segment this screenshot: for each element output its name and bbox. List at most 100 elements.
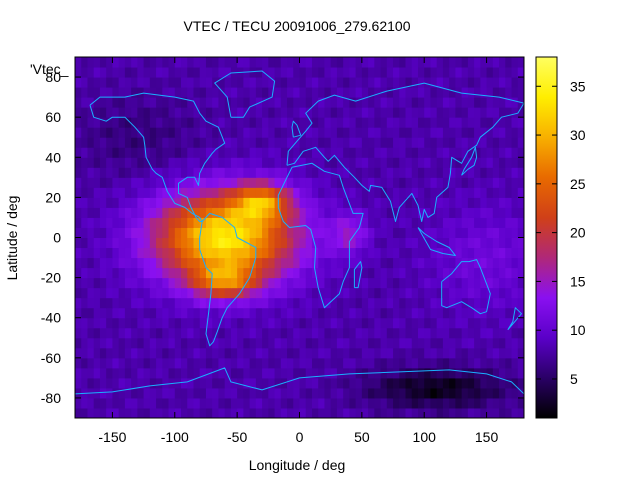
heatmap-cell bbox=[205, 267, 213, 279]
heatmap-cell bbox=[112, 67, 120, 78]
heatmap-cell bbox=[517, 137, 524, 148]
heatmap-cell bbox=[436, 77, 444, 88]
heatmap-cell bbox=[205, 287, 213, 299]
heatmap-cell bbox=[505, 387, 513, 399]
heatmap-cell bbox=[230, 167, 238, 178]
heatmap-cell bbox=[424, 197, 431, 208]
heatmap-cell bbox=[268, 327, 276, 339]
heatmap-cell bbox=[75, 367, 82, 379]
heatmap-cell bbox=[474, 257, 481, 269]
heatmap-cell bbox=[293, 267, 300, 279]
heatmap-cell bbox=[149, 137, 157, 148]
heatmap-cell bbox=[205, 217, 213, 228]
heatmap-cell bbox=[436, 407, 444, 418]
heatmap-cell bbox=[212, 87, 219, 98]
heatmap-cell bbox=[436, 177, 444, 188]
heatmap-cell bbox=[405, 157, 413, 168]
heatmap-cell bbox=[374, 177, 382, 188]
heatmap-cell bbox=[255, 377, 263, 389]
heatmap-cell bbox=[162, 167, 170, 178]
heatmap-cell bbox=[187, 147, 194, 158]
heatmap-cell bbox=[461, 217, 469, 228]
heatmap-cell bbox=[343, 137, 350, 148]
heatmap-cell bbox=[386, 347, 394, 359]
heatmap-cell bbox=[181, 117, 188, 128]
heatmap-cell bbox=[324, 217, 332, 228]
heatmap-cell bbox=[299, 67, 307, 78]
heatmap-cell bbox=[99, 157, 107, 168]
heatmap-cell bbox=[330, 247, 338, 259]
heatmap-cell bbox=[187, 287, 194, 299]
heatmap-cell bbox=[287, 267, 294, 279]
heatmap-cell bbox=[324, 277, 332, 289]
heatmap-cell bbox=[106, 277, 113, 289]
heatmap-cell bbox=[318, 357, 325, 369]
heatmap-cell bbox=[287, 307, 294, 319]
heatmap-cell bbox=[255, 67, 263, 78]
heatmap-cell bbox=[474, 97, 481, 108]
heatmap-cell bbox=[442, 187, 450, 198]
heatmap-cell bbox=[249, 257, 257, 269]
heatmap-cell bbox=[168, 207, 176, 218]
heatmap-cell bbox=[131, 367, 138, 379]
heatmap-cell bbox=[99, 377, 107, 389]
heatmap-cell bbox=[355, 287, 363, 299]
heatmap-cell bbox=[268, 147, 276, 158]
heatmap-cell bbox=[511, 187, 519, 198]
heatmap-cell bbox=[430, 407, 438, 418]
heatmap-cell bbox=[193, 277, 201, 289]
heatmap-cell bbox=[293, 327, 300, 339]
heatmap-cell bbox=[131, 237, 138, 249]
heatmap-cell bbox=[474, 407, 481, 418]
heatmap-cell bbox=[467, 97, 475, 108]
heatmap-cell bbox=[349, 367, 357, 379]
heatmap-cell bbox=[311, 217, 319, 228]
heatmap-cell bbox=[156, 227, 163, 238]
heatmap-cell bbox=[361, 267, 369, 279]
heatmap-cell bbox=[480, 157, 488, 168]
heatmap-cell bbox=[417, 407, 425, 418]
heatmap-cell bbox=[81, 197, 88, 208]
heatmap-cell bbox=[274, 377, 282, 389]
heatmap-cell bbox=[106, 247, 113, 259]
heatmap-cell bbox=[336, 247, 344, 259]
heatmap-cell bbox=[299, 87, 307, 98]
heatmap-cell bbox=[430, 97, 438, 108]
heatmap-cell bbox=[93, 397, 101, 409]
heatmap-cell bbox=[374, 207, 382, 218]
heatmap-cell bbox=[143, 247, 151, 259]
heatmap-cell bbox=[293, 177, 300, 188]
heatmap-cell bbox=[461, 157, 469, 168]
heatmap-cell bbox=[168, 167, 176, 178]
heatmap-cell bbox=[112, 247, 120, 259]
heatmap-cell bbox=[361, 97, 369, 108]
heatmap-cell bbox=[361, 137, 369, 148]
heatmap-cell bbox=[274, 257, 282, 269]
heatmap-cell bbox=[149, 247, 157, 259]
heatmap-cell bbox=[262, 177, 269, 188]
heatmap-cell bbox=[442, 367, 450, 379]
heatmap-cell bbox=[118, 247, 126, 259]
heatmap-cell bbox=[274, 387, 282, 399]
heatmap-cell bbox=[449, 87, 456, 98]
heatmap-cell bbox=[218, 407, 226, 418]
heatmap-cell bbox=[330, 357, 338, 369]
heatmap-cell bbox=[193, 257, 201, 269]
heatmap-cell bbox=[361, 67, 369, 78]
heatmap-cell bbox=[480, 277, 488, 289]
heatmap-cell bbox=[449, 337, 456, 349]
heatmap-cell bbox=[467, 297, 475, 309]
heatmap-cell bbox=[81, 157, 88, 168]
heatmap-cell bbox=[374, 357, 382, 369]
heatmap-cell bbox=[212, 317, 219, 329]
heatmap-cell bbox=[218, 227, 226, 238]
heatmap-cell bbox=[255, 277, 263, 289]
heatmap-cell bbox=[386, 267, 394, 279]
heatmap-cell bbox=[299, 227, 307, 238]
heatmap-cell bbox=[480, 347, 488, 359]
heatmap-cell bbox=[417, 357, 425, 369]
heatmap-cell bbox=[249, 87, 257, 98]
heatmap-cell bbox=[137, 367, 145, 379]
heatmap-cell bbox=[174, 397, 182, 409]
heatmap-cell bbox=[156, 177, 163, 188]
